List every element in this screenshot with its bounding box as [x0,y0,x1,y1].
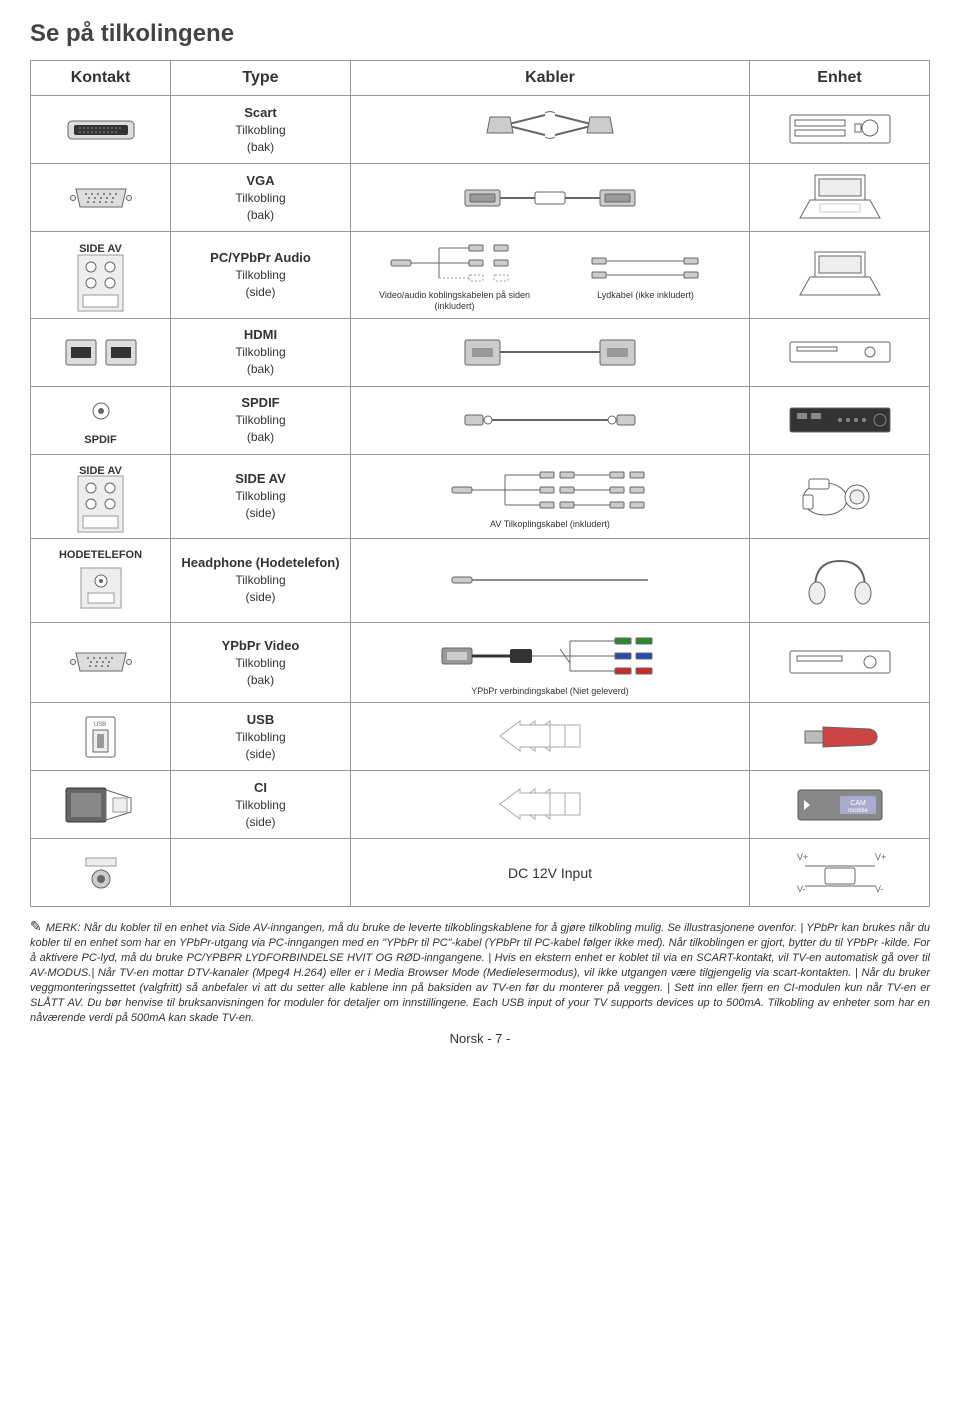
connections-table: Kontakt Type Kabler Enhet Scart [30,60,930,907]
dc-label: DC 12V Input [508,865,592,881]
headphone-port-icon [76,563,126,613]
dvd-player-icon [785,110,895,150]
scart-sub2: (bak) [179,139,342,156]
av-cable-icon [450,465,650,515]
headphone-contact-label: HODETELEFON [39,549,162,561]
usb-sub2: (side) [179,746,342,763]
svg-text:V-: V- [875,884,884,894]
scart-cable-icon [475,105,625,155]
amplifier-icon [785,400,895,440]
page-title: Se på tilkolingene [30,20,930,48]
spdif-sub1: Tilkobling [179,412,342,429]
ypbpr-cable-icon [440,631,660,681]
pcypbpr-sub2: (side) [179,284,342,301]
hdmi-sub2: (bak) [179,361,342,378]
dc-port-icon [76,853,126,893]
headphone-name: Headphone (Hodetelefon) [179,554,342,572]
headphone-sub2: (side) [179,589,342,606]
ci-sub2: (side) [179,814,342,831]
sideav-sub1: Tilkobling [179,488,342,505]
spdif-name: SPDIF [179,394,342,412]
row-vga: VGA Tilkobling (bak) [31,164,930,232]
row-ypbpr: YPbPr Video Tilkobling (bak) [31,622,930,703]
svg-text:V+: V+ [875,852,886,862]
ci-slot-icon [61,780,141,830]
side-av-port-icon-2 [73,474,128,534]
ci-sub1: Tilkobling [179,797,342,814]
hdmi-sub1: Tilkobling [179,344,342,361]
dvd-player-icon-2 [785,337,895,367]
spdif-port-icon [81,397,121,427]
usb-port-icon: USB [78,712,123,762]
note-block: ✎MERK: Når du kobler til en enhet via Si… [30,917,930,1025]
pencil-icon: ✎ [30,918,42,934]
pcypbpr-caption-right: Lydkabel (ikke inkludert) [554,290,737,301]
laptop-icon [795,170,885,225]
pcypbpr-sub1: Tilkobling [179,267,342,284]
arrow-insert-icon [490,719,610,754]
row-pcypbpr: SIDE AV PC/YPbPr Audio T [31,232,930,319]
arrow-insert-icon-2 [490,787,610,822]
svg-text:V+: V+ [797,852,808,862]
vga-port-icon [66,183,136,213]
header-cables: Kabler [351,61,750,96]
ypbpr-sub2: (bak) [179,672,342,689]
usb-sub1: Tilkobling [179,729,342,746]
scart-port-icon [66,115,136,145]
row-dc: DC 12V Input V+ V+ V- V- [31,839,930,907]
row-scart: Scart Tilkobling (bak) [31,96,930,164]
vga-sub1: Tilkobling [179,190,342,207]
sideav-cable-caption: AV Tilkoplingskabel (inkludert) [359,519,741,530]
headphones-icon [800,553,880,608]
headphone-cable-icon [450,565,650,595]
spdif-contact-label: SPDIF [39,434,162,446]
side-av-port-icon [73,253,128,313]
dc-adapter-icon: V+ V+ V- V- [775,848,905,898]
audio-cable-icon [590,248,700,288]
row-headphone: HODETELEFON Headphone (Hodetelefon) Tilk… [31,538,930,622]
svg-text:V-: V- [797,884,806,894]
spdif-cable-icon [460,405,640,435]
vga-cable-icon [460,178,640,218]
video-audio-cable-icon [389,238,519,288]
note-text: MERK: Når du kobler til en enhet via Sid… [30,922,930,1023]
vga-port-icon-2 [66,647,136,677]
ypbpr-cable-caption: YPbPr verbindingskabel (Niet geleverd) [359,686,741,697]
cam-label-1: CAM [850,800,866,807]
header-type: Type [171,61,351,96]
header-contact: Kontakt [31,61,171,96]
row-sideav: SIDE AV SIDE AV Tilkobli [31,454,930,538]
row-spdif: SPDIF SPDIF Tilkobling (bak) [31,386,930,454]
hdmi-name: HDMI [179,326,342,344]
ci-name: CI [179,779,342,797]
ypbpr-name: YPbPr Video [179,637,342,655]
row-hdmi: HDMI Tilkobling (bak) [31,318,930,386]
vga-name: VGA [179,172,342,190]
hdmi-cable-icon [460,330,640,375]
row-usb: USB USB Tilkobling (side) [31,703,930,771]
header-device: Enhet [750,61,930,96]
pcypbpr-caption-left: Video/audio koblingskabelen på siden (in… [363,290,546,312]
dvd-player-icon-3 [785,645,895,680]
headphone-sub1: Tilkobling [179,572,342,589]
sideav-sub2: (side) [179,505,342,522]
cam-module-icon: CAM module [790,782,890,827]
cam-label-2: module [848,808,868,814]
usb-stick-icon [795,717,885,757]
vga-sub2: (bak) [179,207,342,224]
ypbpr-sub1: Tilkobling [179,655,342,672]
camcorder-icon [795,469,885,524]
spdif-sub2: (bak) [179,429,342,446]
sideav-name: SIDE AV [179,470,342,488]
hdmi-port-icon [61,335,141,370]
pcypbpr-name: PC/YPbPr Audio [179,249,342,267]
scart-name: Scart [179,104,342,122]
svg-text:USB: USB [94,722,106,728]
row-ci: CI Tilkobling (side) CAM [31,771,930,839]
scart-sub1: Tilkobling [179,122,342,139]
laptop-icon-2 [795,247,885,302]
usb-name: USB [179,711,342,729]
page-footer: Norsk - 7 - [30,1031,930,1046]
